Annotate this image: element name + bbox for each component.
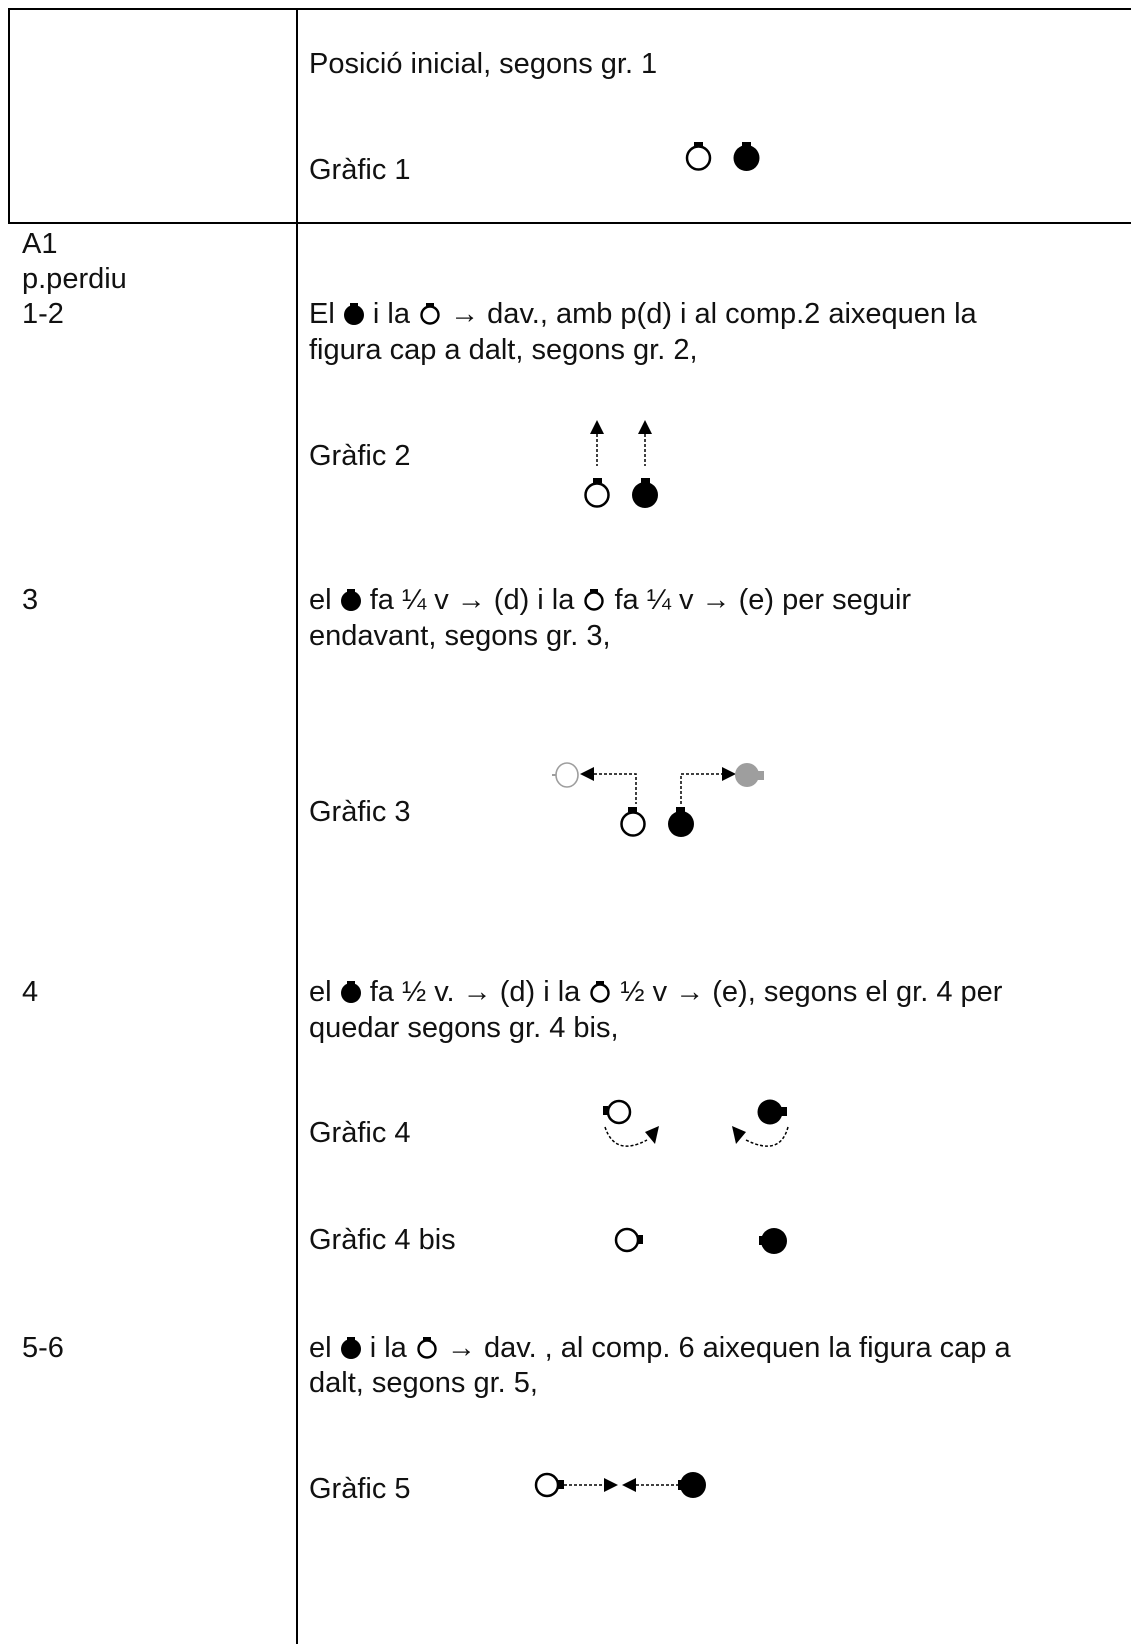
measure-5-6: 5-6: [22, 1332, 64, 1364]
graphic-2-label: Gràfic 2: [309, 440, 411, 472]
paragraph-2-line-1: el fa ¼ v → (d) i la fa ¼ v → (e) per se…: [309, 584, 912, 616]
white-dancer-icon: [590, 981, 611, 1003]
graphic-3-label: Gràfic 3: [309, 796, 411, 828]
paragraph-4-line-2: dalt, segons gr. 5,: [309, 1367, 538, 1399]
black-dancer-icon: [733, 142, 760, 171]
faded-black-dancer-icon: [735, 763, 764, 787]
paragraph-3-line-2: quedar segons gr. 4 bis,: [309, 1012, 619, 1044]
graphic-4-label: Gràfic 4: [309, 1117, 411, 1149]
black-dancer-icon: [340, 981, 361, 1003]
graphic-5-label: Gràfic 5: [309, 1473, 411, 1505]
black-dancer-icon: [340, 589, 361, 611]
faded-white-dancer-icon: [552, 762, 579, 788]
graphic-4: [603, 1099, 789, 1147]
black-dancer-icon: [632, 478, 658, 508]
graphic-1: [685, 142, 760, 171]
table-top-border: [8, 8, 1131, 10]
white-dancer-icon: [620, 807, 646, 837]
white-dancer-icon: [685, 142, 712, 171]
arrow-left-icon: [580, 767, 637, 804]
paragraph-3-line-1: el fa ½ v. → (d) i la ½ v → (e), segons …: [309, 976, 1003, 1008]
black-dancer-icon: [678, 1472, 706, 1498]
arrow-right-icon: [564, 1478, 618, 1492]
row-divider: [8, 222, 1131, 224]
section-code: A1: [22, 228, 58, 260]
white-dancer-icon: [584, 478, 610, 508]
measure-3: 3: [22, 584, 39, 616]
black-dancer-icon: [340, 1337, 361, 1359]
white-dancer-icon: [584, 589, 605, 611]
white-dancer-icon: [603, 1099, 632, 1125]
white-dancer-icon: [614, 1227, 643, 1253]
curved-arrow-right-icon: [604, 1126, 659, 1147]
graphic-4-bis: [614, 1227, 787, 1254]
black-dancer-icon: [757, 1099, 787, 1125]
white-dancer-icon: [534, 1472, 564, 1498]
paragraph-1-line-2: figura cap a dalt, segons gr. 2,: [309, 334, 698, 366]
graphic-5: [534, 1472, 706, 1498]
arrow-up-icon: [638, 420, 652, 466]
paragraph-2-line-2: endavant, segons gr. 3,: [309, 620, 611, 652]
black-dancer-icon: [668, 807, 694, 837]
intro-paragraph: Posició inicial, segons gr. 1: [309, 48, 658, 80]
column-divider: [296, 8, 298, 1644]
white-dancer-icon: [417, 1337, 437, 1359]
white-dancer-icon: [420, 303, 440, 325]
graphic-2: [584, 420, 658, 508]
black-dancer-icon: [759, 1228, 787, 1254]
step-name: p.perdiu: [22, 263, 127, 295]
black-dancer-icon: [343, 303, 364, 325]
measure-1-2: 1-2: [22, 298, 64, 330]
graphic-1-label: Gràfic 1: [309, 154, 411, 186]
arrow-left-icon: [622, 1478, 678, 1492]
graphic-4-bis-label: Gràfic 4 bis: [309, 1224, 456, 1256]
paragraph-1-line-1: El i la → dav., amb p(d) i al comp.2 aix…: [309, 298, 977, 330]
curved-arrow-left-icon: [732, 1126, 789, 1147]
arrow-up-icon: [590, 420, 604, 466]
paragraph-4-line-1: el i la → dav. , al comp. 6 aixequen la …: [309, 1332, 1011, 1364]
measure-4: 4: [22, 976, 39, 1008]
graphic-3: [552, 762, 764, 837]
arrow-right-icon: [680, 767, 736, 804]
table-left-border: [8, 8, 10, 224]
